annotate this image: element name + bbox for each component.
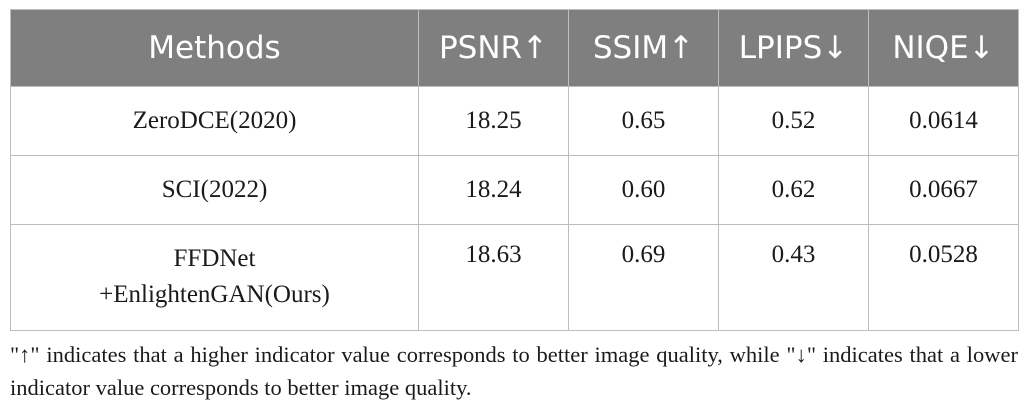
header-methods: Methods (10, 9, 419, 87)
table-body: ZeroDCE(2020) 18.25 0.65 0.52 0.0614 SCI… (10, 86, 1019, 331)
header-row: Methods PSNR↑ SSIM↑ LPIPS↓ NIQE↓ (10, 9, 1019, 87)
psnr-cell: 18.24 (418, 155, 569, 225)
results-table-container: Methods PSNR↑ SSIM↑ LPIPS↓ NIQE↓ ZeroDCE… (10, 9, 1019, 331)
ssim-cell: 0.65 (568, 86, 719, 156)
method-cell: SCI(2022) (10, 155, 419, 225)
method-name: ZeroDCE(2020) (132, 107, 297, 134)
method-cell: FFDNet +EnlightenGAN(Ours) (10, 224, 419, 331)
ssim-cell: 0.60 (568, 155, 719, 225)
method-name-line-2: +EnlightenGAN(Ours) (99, 281, 330, 308)
psnr-cell: 18.25 (418, 86, 569, 156)
lpips-cell: 0.52 (718, 86, 869, 156)
table-row: SCI(2022) 18.24 0.60 0.62 0.0667 (10, 155, 1019, 225)
niqe-cell: 0.0614 (868, 86, 1019, 156)
ssim-cell: 0.69 (568, 224, 719, 331)
table-header: Methods PSNR↑ SSIM↑ LPIPS↓ NIQE↓ (10, 9, 1019, 87)
lpips-cell: 0.62 (718, 155, 869, 225)
psnr-cell: 18.63 (418, 224, 569, 331)
header-niqe: NIQE↓ (868, 9, 1019, 87)
table-footnote: "↑" indicates that a higher indicator va… (10, 342, 1018, 400)
header-lpips: LPIPS↓ (718, 9, 869, 87)
method-name: SCI(2022) (161, 176, 268, 203)
method-cell: ZeroDCE(2020) (10, 86, 419, 156)
niqe-cell: 0.0528 (868, 224, 1019, 331)
header-ssim: SSIM↑ (568, 9, 719, 87)
niqe-cell: 0.0667 (868, 155, 1019, 225)
results-table: Methods PSNR↑ SSIM↑ LPIPS↓ NIQE↓ ZeroDCE… (10, 9, 1019, 331)
lpips-cell: 0.43 (718, 224, 869, 331)
method-name-line-1: FFDNet (173, 245, 256, 272)
table-row: FFDNet +EnlightenGAN(Ours) 18.63 0.69 0.… (10, 224, 1019, 331)
header-psnr: PSNR↑ (418, 9, 569, 87)
table-row: ZeroDCE(2020) 18.25 0.65 0.52 0.0614 (10, 86, 1019, 156)
